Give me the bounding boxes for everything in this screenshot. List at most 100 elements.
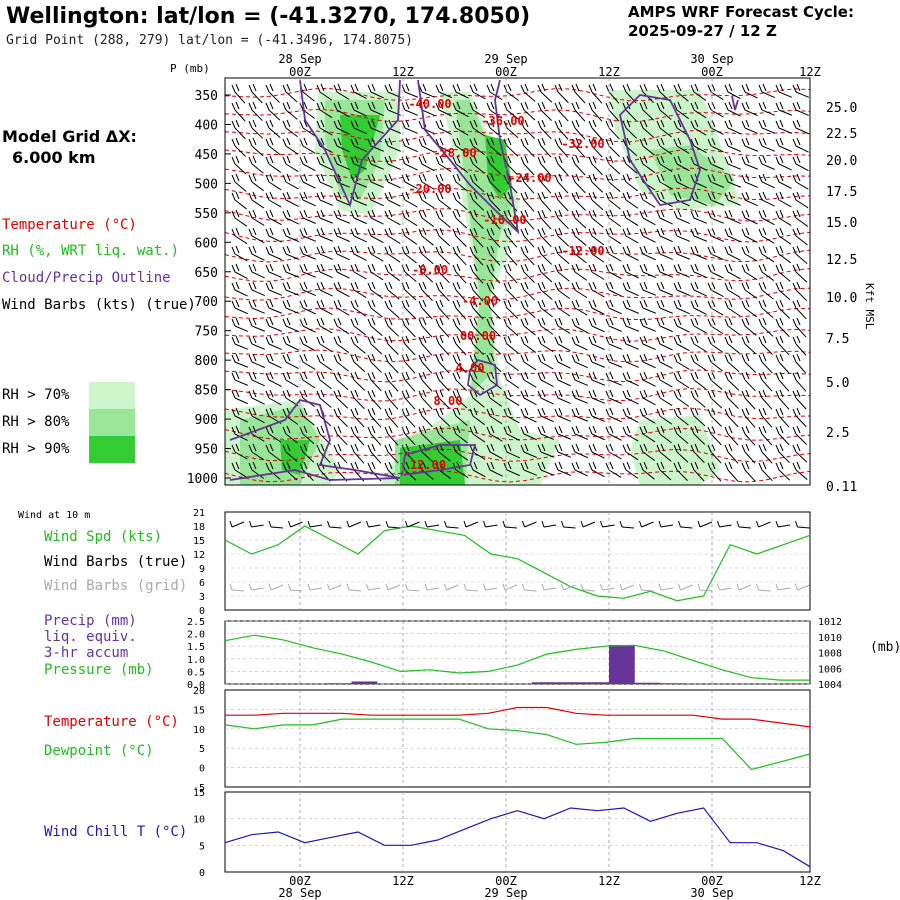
- barb-shaft: [761, 361, 773, 374]
- barb-shaft: [421, 253, 434, 265]
- barb-flag: [316, 156, 321, 165]
- barb-flag: [639, 138, 644, 147]
- barb-flag: [371, 425, 376, 434]
- barb-flag: [418, 408, 423, 417]
- barb-flag: [252, 317, 257, 326]
- barb-flag: [609, 389, 614, 398]
- barb-flag: [503, 462, 508, 471]
- wind-barb: [724, 119, 741, 135]
- barb-flag: [507, 119, 512, 128]
- surface-wind-barb: [678, 520, 681, 528]
- wind-barb: [622, 263, 639, 279]
- precip-y-tick: 0.5: [187, 667, 205, 678]
- barb-flag: [622, 408, 627, 417]
- grid-wind-barb: [641, 589, 654, 592]
- barb-flag: [252, 137, 257, 146]
- surface-wind-barb: [600, 520, 603, 528]
- wind-barb: [656, 425, 672, 444]
- barb-flag: [588, 318, 593, 327]
- barb-flag: [422, 461, 427, 470]
- barb-shaft: [540, 343, 554, 353]
- wind-barb: [265, 173, 282, 191]
- barb-shaft: [336, 217, 350, 224]
- barb-flag: [235, 425, 240, 434]
- wind-barb: [673, 461, 688, 481]
- barb-flag: [473, 227, 478, 236]
- wind-barb: [707, 335, 724, 353]
- barb-shaft: [591, 289, 605, 298]
- barb-shaft: [421, 361, 433, 374]
- barb-flag: [439, 227, 444, 236]
- barb-shaft: [761, 253, 775, 263]
- precip-y-tick: 1.5: [187, 642, 205, 653]
- barb-shaft: [761, 325, 774, 337]
- barb-flag: [333, 300, 338, 309]
- barb-shaft: [744, 145, 758, 152]
- barb-flag: [758, 444, 763, 453]
- barb-flag: [745, 317, 750, 326]
- barb-flag: [762, 281, 767, 290]
- barb-flag: [337, 263, 342, 272]
- wind-barb: [316, 299, 333, 315]
- barb-flag: [469, 246, 474, 255]
- wind-barb: [775, 245, 791, 264]
- barb-shaft: [472, 127, 486, 137]
- wind-barb: [554, 389, 571, 404]
- barb-shaft: [761, 415, 773, 428]
- wind-barb: [418, 371, 433, 392]
- barb-flag: [299, 264, 304, 273]
- barb-shaft: [455, 217, 468, 229]
- barb-shaft: [625, 289, 639, 297]
- wind-barb: [384, 227, 401, 244]
- barb-flag: [422, 407, 427, 416]
- barb-flag: [741, 138, 746, 147]
- wind-barb: [401, 281, 417, 301]
- wind-barb: [588, 299, 605, 315]
- barb-flag: [252, 335, 257, 344]
- wind-barb: [656, 371, 673, 388]
- wind-barb: [707, 83, 724, 100]
- wind-barb: [707, 119, 724, 135]
- barb-flag: [367, 390, 372, 399]
- barb-shaft: [676, 469, 688, 481]
- barb-shaft: [659, 289, 673, 296]
- barb-shaft: [421, 163, 435, 172]
- barb-flag: [507, 209, 512, 218]
- surface-wind-barb: [719, 524, 732, 528]
- barb-flag: [745, 425, 750, 434]
- barb-flag: [779, 137, 784, 146]
- barb-shaft: [540, 325, 554, 335]
- barb-flag: [452, 120, 457, 129]
- wind-barb: [231, 173, 247, 192]
- barb-flag: [541, 317, 546, 326]
- barb-flag: [286, 299, 291, 308]
- barb-shaft: [574, 343, 588, 351]
- surface-wind-barb: [251, 524, 264, 528]
- barb-flag: [299, 228, 304, 237]
- barb-flag: [248, 120, 253, 129]
- barb-flag: [558, 155, 563, 164]
- barb-shaft: [574, 91, 586, 104]
- wind-barb: [707, 425, 722, 446]
- barb-shaft: [472, 271, 484, 284]
- surface-wind-barb: [621, 526, 635, 529]
- wind-barb: [282, 335, 299, 351]
- wind-barb: [758, 191, 775, 207]
- barb-shaft: [234, 145, 246, 157]
- wind-barb: [554, 227, 570, 247]
- barb-flag: [299, 372, 304, 381]
- wind-barb: [231, 191, 247, 210]
- barb-flag: [503, 354, 508, 363]
- barb-shaft: [438, 289, 450, 302]
- wind-barb: [367, 425, 382, 446]
- barb-shaft: [251, 451, 265, 461]
- surface-wind-barb: [444, 520, 447, 528]
- wind-barb: [333, 371, 349, 391]
- barb-flag: [401, 102, 406, 111]
- barb-flag: [303, 245, 308, 254]
- barb-flag: [303, 461, 308, 470]
- barb-flag: [660, 353, 665, 362]
- barb-shaft: [234, 379, 248, 386]
- barb-shaft: [506, 217, 518, 230]
- barb-flag: [677, 83, 682, 92]
